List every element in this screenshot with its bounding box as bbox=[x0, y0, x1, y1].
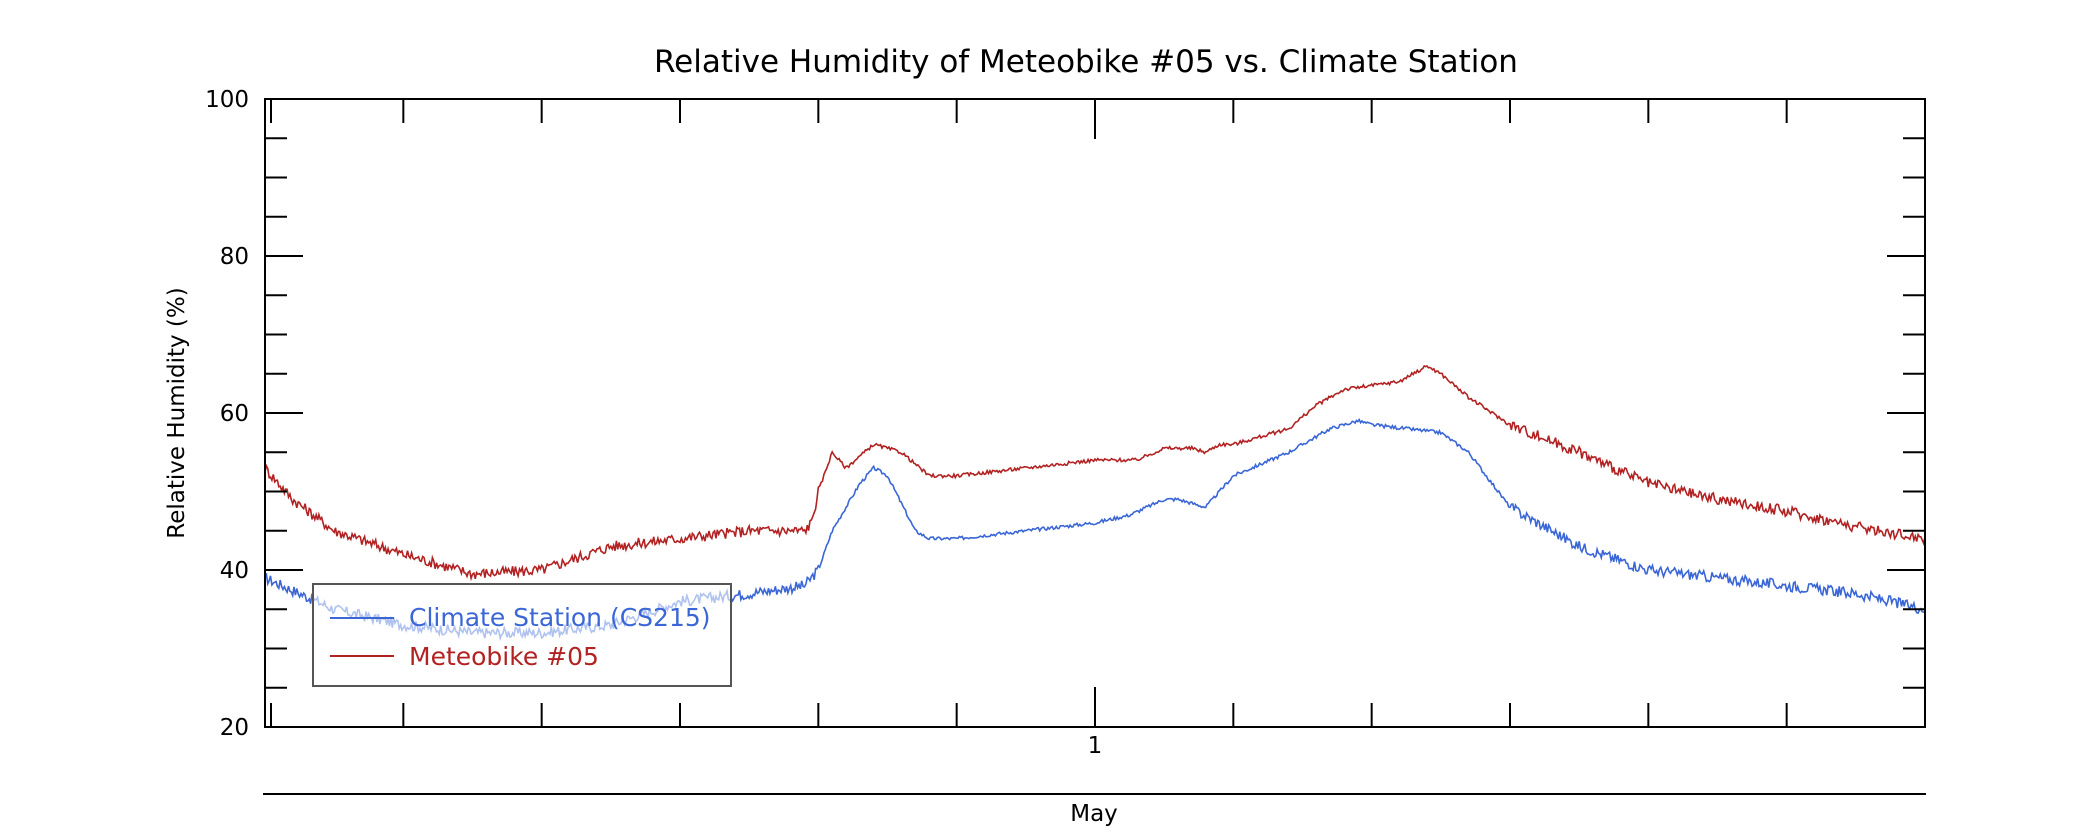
chart-title: Relative Humidity of Meteobike #05 vs. C… bbox=[654, 44, 1518, 80]
y-tick-label: 80 bbox=[220, 244, 249, 270]
x-axis-label: May bbox=[1070, 801, 1118, 827]
ticks-layer: 20 40 60 80 100 1 bbox=[205, 87, 1925, 759]
y-axis-label: Relative Humidity (%) bbox=[164, 287, 190, 538]
y-tick-label: 100 bbox=[205, 87, 249, 113]
legend-label-meteobike: Meteobike #05 bbox=[409, 642, 599, 671]
legend-label-climate-station: Climate Station (CS215) bbox=[409, 603, 711, 632]
y-tick-label: 40 bbox=[220, 558, 249, 584]
legend: Climate Station (CS215) Meteobike #05 bbox=[312, 583, 732, 687]
y-tick-label: 60 bbox=[220, 401, 249, 427]
x-tick-label: 1 bbox=[1088, 733, 1103, 759]
series-line-1 bbox=[264, 364, 1926, 582]
legend-box bbox=[312, 583, 732, 687]
y-tick-label: 20 bbox=[220, 715, 249, 741]
